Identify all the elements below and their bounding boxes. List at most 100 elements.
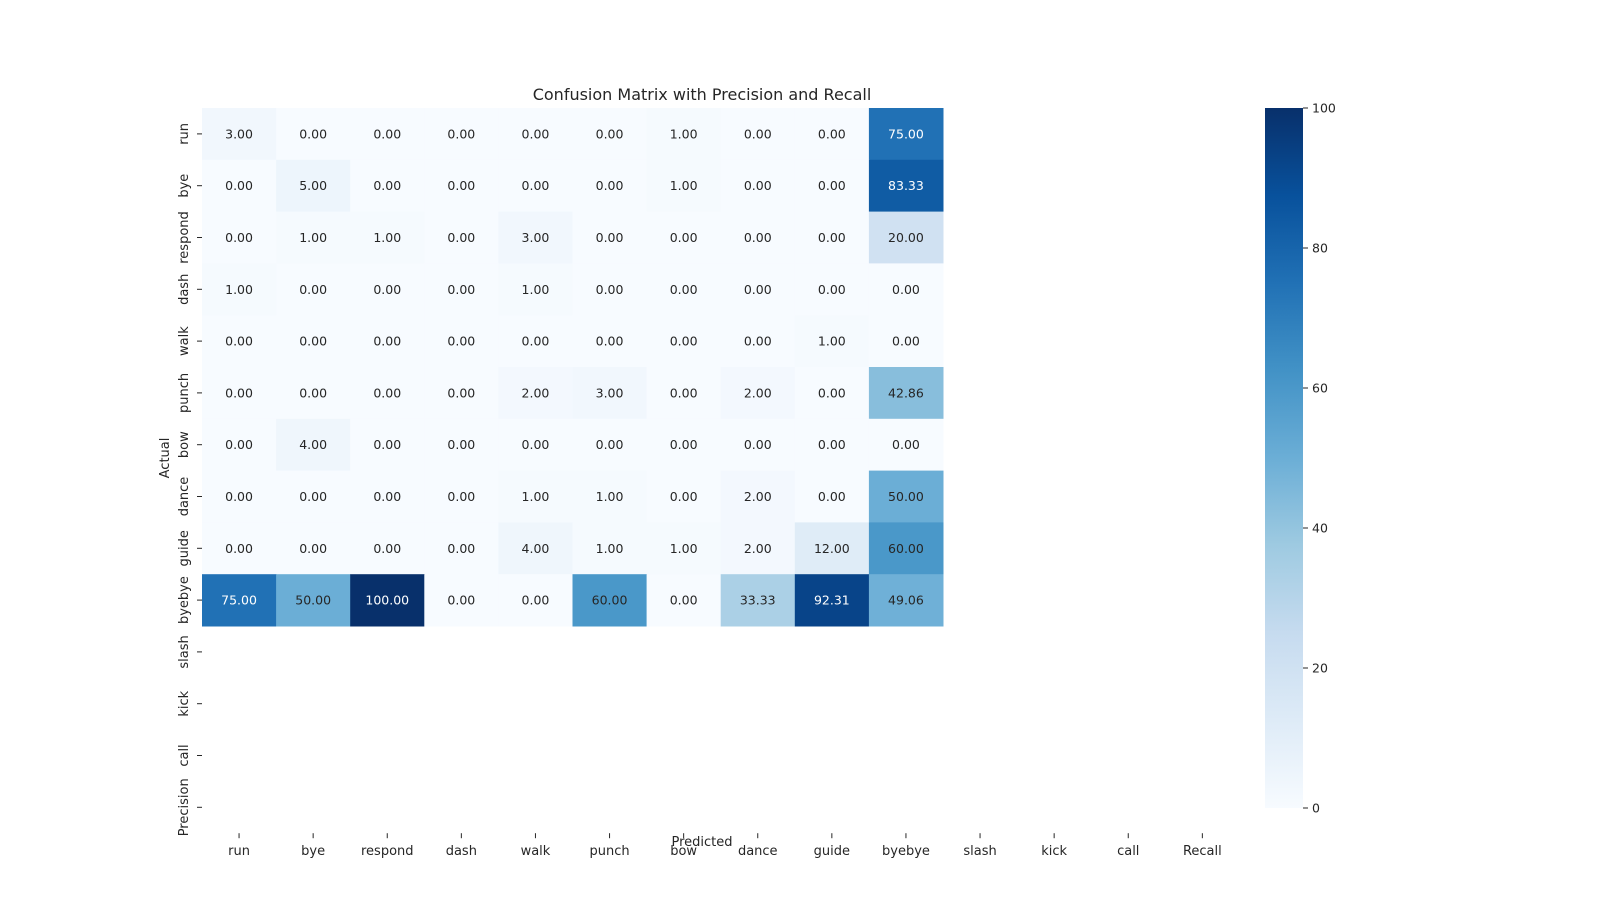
cell-value-label: 50.00	[295, 593, 331, 608]
cell-value-label: 33.33	[740, 593, 776, 608]
cell-value-label: 0.00	[299, 489, 327, 504]
x-tick-label: call	[1117, 844, 1139, 859]
y-tick-label: byebye	[177, 576, 192, 624]
cell-value-label: 1.00	[373, 230, 401, 245]
cell-value-label: 0.00	[596, 334, 624, 349]
heatmap-cell	[350, 159, 425, 213]
cell-value-label: 0.00	[225, 489, 253, 504]
heatmap-cell	[720, 574, 796, 627]
y-tick-label: dance	[177, 477, 192, 517]
cell-value-label: 0.00	[225, 334, 253, 349]
heatmap-cell	[868, 470, 944, 523]
cell-value-label: 12.00	[814, 541, 850, 556]
cell-value-label: 2.00	[744, 541, 772, 556]
heatmap-cell	[202, 159, 277, 213]
heatmap-cell	[646, 418, 722, 472]
heatmap-cell	[498, 470, 573, 523]
cell-value-label: 0.00	[447, 541, 475, 556]
x-tick-label: bye	[301, 844, 325, 859]
cell-value-label: 2.00	[744, 489, 772, 504]
cell-value-label: 42.86	[888, 385, 924, 400]
y-tick-label: kick	[177, 690, 192, 716]
heatmap-cell	[868, 522, 944, 575]
x-tick-label: guide	[814, 844, 850, 859]
cell-value-label: 0.00	[447, 178, 475, 193]
cell-value-label: 0.00	[670, 334, 698, 349]
cell-value-label: 0.00	[744, 334, 772, 349]
heatmap-cell	[646, 108, 722, 161]
heatmap-cell	[202, 315, 277, 368]
heatmap-cell	[498, 522, 573, 575]
cell-value-label: 0.00	[596, 437, 624, 452]
heatmap-cell	[646, 211, 722, 264]
cell-value-label: 1.00	[596, 489, 624, 504]
heatmap-cell	[572, 367, 648, 420]
heatmap-cell	[498, 418, 573, 472]
cell-value-label: 1.00	[522, 282, 550, 297]
heatmap-cell	[646, 522, 722, 575]
heatmap-cell	[572, 108, 648, 161]
heatmap-cell	[350, 574, 425, 627]
heatmap-cell	[720, 159, 796, 213]
heatmap-cell	[424, 315, 499, 368]
heatmap-cell	[720, 263, 796, 316]
heatmap-cell	[424, 522, 499, 575]
heatmap-cell	[350, 263, 425, 316]
cell-value-label: 0.00	[447, 437, 475, 452]
heatmap-cell	[868, 367, 944, 420]
heatmap-cell	[794, 418, 870, 472]
cell-value-label: 0.00	[299, 541, 327, 556]
heatmap-cells: 3.00 0.00 0.00 0.00 0.00 0.00 1.00 0.00 0.00 75.0…	[202, 108, 944, 627]
cell-value-label: 0.00	[670, 437, 698, 452]
cell-value-label: 60.00	[592, 593, 628, 608]
heatmap-cell	[572, 522, 648, 575]
heatmap-cell	[350, 522, 425, 575]
cell-value-label: 0.00	[670, 489, 698, 504]
cell-value-label: 0.00	[225, 178, 253, 193]
y-axis-ticks: run bye respond dash walk punch bow dance guide b…	[177, 123, 202, 836]
heatmap-cell	[868, 418, 944, 472]
x-tick-label: dance	[738, 844, 778, 859]
heatmap-cell	[350, 470, 425, 523]
cell-value-label: 0.00	[818, 282, 846, 297]
heatmap-cell	[276, 263, 351, 316]
cell-value-label: 4.00	[299, 437, 327, 452]
heatmap-cell	[794, 315, 870, 368]
heatmap-cell	[720, 367, 796, 420]
heatmap-cell	[868, 108, 944, 161]
y-tick-label: slash	[177, 635, 192, 668]
cell-value-label: 0.00	[447, 385, 475, 400]
heatmap-cell	[498, 315, 573, 368]
heatmap-cell	[720, 315, 796, 368]
heatmap-cell	[572, 418, 648, 472]
heatmap-cell	[572, 263, 648, 316]
x-tick-label: walk	[521, 844, 551, 859]
heatmap-cell	[646, 367, 722, 420]
heatmap-cell	[720, 470, 796, 523]
cell-value-label: 0.00	[225, 230, 253, 245]
cell-value-label: 1.00	[522, 489, 550, 504]
heatmap-cell	[276, 470, 351, 523]
cell-value-label: 0.00	[447, 334, 475, 349]
cell-value-label: 1.00	[596, 541, 624, 556]
y-tick-label: walk	[177, 326, 192, 356]
cell-value-label: 0.00	[447, 282, 475, 297]
colorbar-tick-label: 20	[1312, 661, 1328, 676]
cell-value-label: 0.00	[225, 385, 253, 400]
cell-value-label: 0.00	[818, 126, 846, 141]
chart-title: Confusion Matrix with Precision and Reca…	[533, 85, 872, 104]
heatmap-cell	[276, 108, 351, 161]
y-tick-label: dash	[177, 274, 192, 305]
heatmap-cell	[276, 159, 351, 213]
cell-value-label: 0.00	[596, 178, 624, 193]
heatmap-cell	[202, 522, 277, 575]
y-tick-label: guide	[177, 530, 192, 566]
cell-value-label: 100.00	[365, 593, 409, 608]
y-tick-label: bye	[177, 174, 192, 198]
x-tick-label: respond	[361, 844, 414, 859]
x-tick-label: punch	[589, 844, 629, 859]
colorbar-tick-label: 80	[1312, 241, 1328, 256]
cell-value-label: 0.00	[818, 437, 846, 452]
x-tick-label: slash	[963, 844, 996, 859]
cell-value-label: 0.00	[818, 385, 846, 400]
